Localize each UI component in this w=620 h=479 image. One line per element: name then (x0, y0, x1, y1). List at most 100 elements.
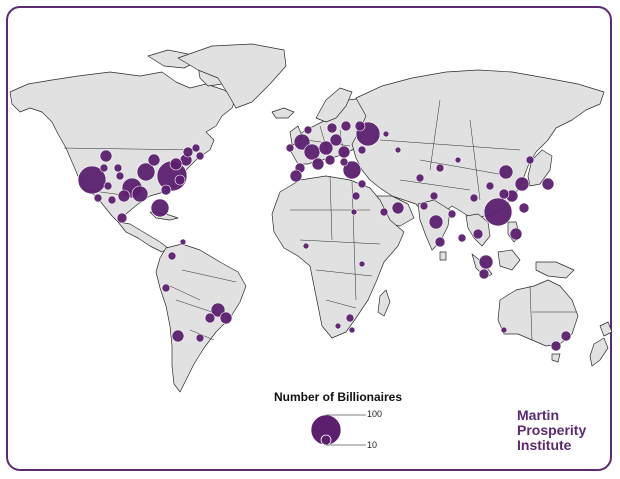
iceland (271, 107, 295, 119)
city-bubble (318, 140, 334, 156)
city-bubble (334, 322, 342, 330)
city-bubble (357, 145, 367, 155)
city-bubble (509, 227, 523, 241)
city-bubble (354, 120, 366, 132)
city-bubble (457, 233, 467, 243)
city-bubble (518, 202, 530, 214)
city-bubble (204, 312, 216, 324)
city-bubble (391, 201, 405, 215)
city-bubble (514, 176, 530, 192)
city-bubble (195, 151, 205, 161)
city-bubble (169, 157, 183, 171)
australia (497, 279, 579, 347)
africa (271, 175, 405, 339)
scandinavia (315, 87, 353, 123)
city-bubble (382, 130, 390, 138)
city-bubble (174, 174, 186, 186)
city-bubble (500, 326, 508, 334)
asia-borders (379, 99, 521, 201)
city-bubble (93, 193, 103, 203)
city-bubble (285, 143, 295, 153)
new-zealand-north (599, 321, 613, 337)
billionaire-bubbles (77, 120, 572, 352)
city-bubble (483, 197, 513, 227)
city-bubble (117, 189, 131, 203)
city-bubble (434, 236, 446, 248)
city-bubble (429, 191, 439, 201)
new-zealand (589, 337, 609, 367)
city-bubble (541, 177, 555, 191)
city-bubble (302, 242, 310, 250)
martin-prosperity-logo: Martin Prosperity Institute (517, 408, 586, 453)
city-bubble (289, 169, 303, 183)
legend-bubbles (310, 414, 366, 446)
legend-label-small: 10 (367, 440, 378, 450)
city-bubble (131, 185, 149, 203)
city-bubble (485, 181, 495, 191)
city-bubble (415, 173, 425, 183)
borneo (497, 249, 521, 271)
greenland (177, 43, 287, 109)
city-bubble (498, 164, 514, 180)
africa-borders (290, 175, 381, 309)
city-bubble (454, 156, 462, 164)
legend-label-large: 100 (367, 409, 383, 419)
city-bubble (195, 333, 205, 343)
city-bubble (498, 188, 510, 200)
city-bubble (351, 191, 361, 201)
city-bubble (560, 330, 572, 342)
city-bubble (339, 157, 349, 167)
city-bubble (115, 171, 125, 181)
city-bubble (77, 165, 107, 195)
us-canada-border (63, 147, 201, 151)
city-bubble (293, 133, 311, 151)
city-bubble (550, 340, 562, 352)
logo-line-2: Prosperity (517, 422, 587, 438)
legend-bubble-small (320, 434, 332, 446)
city-bubble (358, 260, 366, 268)
legend-title: Number of Billionaires (274, 390, 403, 404)
logo-line-1: Martin (517, 407, 559, 423)
sri-lanka (439, 251, 447, 261)
city-bubble (379, 207, 389, 217)
city-bubble (326, 122, 338, 134)
south-america (155, 243, 247, 393)
sa-borders (169, 269, 237, 341)
city-bubble (337, 145, 351, 159)
city-bubble (107, 195, 117, 205)
city-bubble (99, 163, 109, 173)
city-bubble (329, 133, 343, 147)
logo-line-3: Institute (517, 437, 572, 453)
city-bubble (340, 120, 352, 132)
madagascar (377, 289, 391, 317)
city-bubble (147, 153, 161, 167)
city-bubble (167, 251, 177, 261)
city-bubble (150, 198, 170, 218)
central-america (117, 221, 169, 253)
city-bubble (99, 149, 113, 163)
city-bubble (303, 125, 313, 135)
city-bubble (103, 181, 113, 191)
tasmania (551, 353, 561, 363)
city-bubble (428, 214, 444, 230)
city-bubble (394, 146, 402, 154)
city-bubble (348, 326, 356, 334)
city-bubble (525, 155, 535, 165)
city-bubble (171, 329, 185, 343)
city-bubble (179, 238, 187, 246)
new-guinea (535, 261, 575, 279)
city-bubble (210, 302, 226, 318)
city-bubble (219, 311, 233, 325)
city-bubble (472, 228, 484, 240)
city-bubble (113, 163, 123, 173)
city-bubble (342, 160, 362, 180)
city-bubble (478, 268, 490, 280)
city-bubble (311, 157, 325, 171)
city-bubble (419, 201, 429, 211)
city-bubble (350, 208, 358, 216)
city-bubble (324, 154, 336, 166)
city-bubble (478, 254, 494, 270)
city-bubble (191, 143, 201, 153)
city-bubble (161, 283, 171, 293)
